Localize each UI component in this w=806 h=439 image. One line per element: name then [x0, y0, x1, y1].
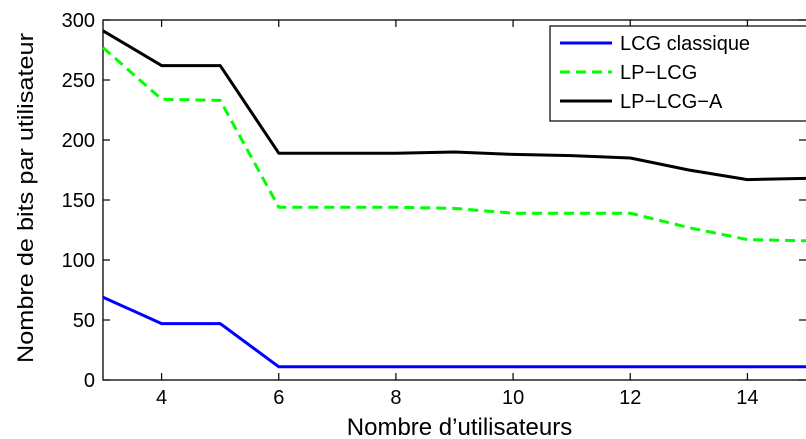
y-tick-label: 0	[84, 370, 95, 392]
series-lines	[102, 29, 806, 369]
x-tick-label: 14	[736, 387, 758, 409]
legend: LCG classique LP−LCG LP−LCG−A	[549, 25, 806, 122]
x-axis-label: Nombre d’utilisateurs	[347, 414, 572, 439]
series-line-2	[102, 46, 806, 243]
legend-label: LP−LCG−A	[620, 91, 723, 113]
y-tick-label: 100	[62, 250, 95, 272]
x-tick-label: 12	[619, 387, 641, 409]
x-tick-label: 4	[156, 387, 167, 409]
y-tick-label: 300	[62, 10, 95, 32]
y-tick-label: 200	[62, 130, 95, 152]
y-tick-label: 150	[62, 190, 95, 212]
y-tick-label: 50	[73, 310, 95, 332]
legend-label: LP−LCG	[620, 62, 697, 84]
y-tick-label: 250	[62, 70, 95, 92]
axis-ticks: 0 50 100 150 200 250 300 4 6 8 10 12 14	[62, 10, 806, 409]
legend-label: LCG classique	[620, 33, 750, 55]
x-tick-label: 10	[502, 387, 524, 409]
y-axis-label: Nombre de bits par utilisateur	[13, 33, 38, 363]
series-line-3	[102, 29, 806, 182]
x-tick-label: 6	[273, 387, 284, 409]
series-line-1	[102, 295, 806, 369]
x-tick-label: 8	[390, 387, 401, 409]
